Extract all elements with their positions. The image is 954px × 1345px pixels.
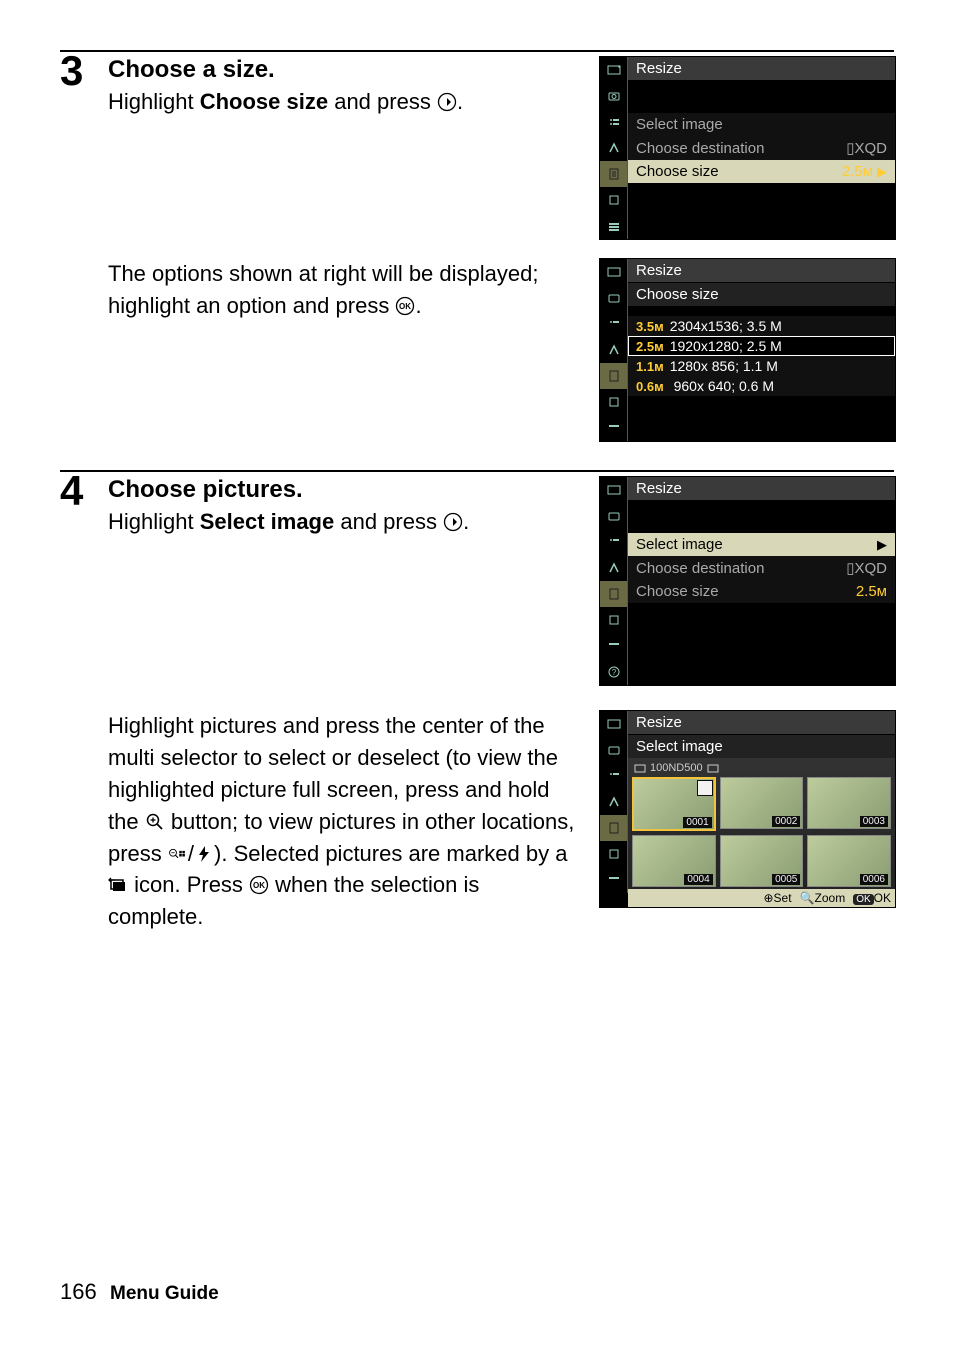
menu-title: Resize [628, 259, 895, 283]
size-option: 1.1ᴍ1280x 856; 1.1 M [628, 356, 895, 376]
tab-icon [600, 363, 628, 389]
menu-title: Resize [628, 711, 895, 735]
thumbnail: 0005 [720, 835, 804, 887]
tab-icon [600, 109, 628, 135]
step-description: Highlight Select image and press . [108, 506, 579, 538]
menu-title: Resize [628, 477, 895, 501]
resize-mark-icon: ▫ [697, 780, 713, 796]
camera-menu-choose-size: Resize Choose size 3.5ᴍ2304x1536; 3.5 M … [599, 258, 896, 442]
tab-icon [600, 213, 628, 239]
right-selector-icon [443, 512, 463, 532]
menu-title: Resize [628, 57, 895, 81]
menu-row-selected: Choose size2.5ᴍ▶ [628, 160, 895, 183]
step-description: Highlight pictures and press the center … [108, 710, 579, 933]
tab-icon [600, 285, 628, 311]
tab-icon [600, 477, 628, 503]
menu-subtitle: Select image [628, 735, 895, 758]
folder-label: 100ND500 [632, 762, 891, 777]
tab-icon [600, 633, 628, 659]
tab-icon [600, 763, 628, 789]
thumbnail: 0002 [720, 777, 804, 829]
ok-button-icon: OK [249, 875, 269, 895]
tab-icon [600, 867, 628, 893]
tab-icon [600, 503, 628, 529]
menu-row: Select image [628, 113, 895, 136]
step-description: Highlight Choose size and press . [108, 86, 579, 118]
menu-row: Choose size2.5ᴍ [628, 580, 895, 603]
section-title: Menu Guide [110, 1283, 219, 1304]
zoom-in-icon [145, 812, 165, 832]
thumbnail: 0006 [807, 835, 891, 887]
tab-icon [600, 187, 628, 213]
camera-thumbnail-picker: Resize Select image 100ND500 ▫0001 0002 … [599, 710, 896, 908]
thumbnail: 0004 [632, 835, 716, 887]
ok-button-icon: OK [395, 296, 415, 316]
size-option: 3.5ᴍ2304x1536; 3.5 M [628, 316, 895, 336]
tab-icon [600, 789, 628, 815]
tab-icon [600, 711, 628, 737]
tab-icon [600, 737, 628, 763]
tab-icon [600, 581, 628, 607]
thumbnail: 0003 [807, 777, 891, 829]
menu-row: Choose destination▯XQD [628, 556, 895, 580]
tab-icon [600, 841, 628, 867]
zoom-out-thumbnail-icon [168, 844, 188, 864]
tab-icon [600, 337, 628, 363]
resize-mark-icon [108, 875, 128, 895]
tab-icon [600, 607, 628, 633]
tab-icon [600, 259, 628, 285]
menu-subtitle: Choose size [628, 283, 895, 306]
tab-icon [600, 161, 628, 187]
tab-icon: ? [600, 659, 628, 685]
camera-menu-resize: Resize Select image Choose destination▯X… [599, 56, 896, 240]
step-number: 4 [60, 470, 90, 538]
size-option: 0.6ᴍ 960x 640; 0.6 M [628, 376, 895, 396]
svg-text:OK: OK [399, 302, 411, 311]
camera-menu-select-image: ? Resize Select image▶ Choose destinatio… [599, 476, 896, 686]
step-title: Choose a size. [108, 56, 579, 84]
tab-icon [600, 815, 628, 841]
tab-icon [600, 83, 628, 109]
tab-icon [600, 529, 628, 555]
thumbnail-selected: ▫0001 [632, 777, 716, 831]
tab-icon [600, 389, 628, 415]
menu-row-selected: Select image▶ [628, 533, 895, 556]
right-selector-icon [437, 92, 457, 112]
tab-icon [600, 135, 628, 161]
page-number: 166 [60, 1279, 97, 1304]
step-title: Choose pictures. [108, 476, 579, 504]
flash-icon [194, 844, 214, 864]
step-number: 3 [60, 50, 90, 118]
svg-text:OK: OK [253, 881, 265, 890]
menu-row: Choose destination▯XQD [628, 136, 895, 160]
svg-text:?: ? [611, 668, 616, 677]
tab-icon [600, 311, 628, 337]
step-description: The options shown at right will be displ… [108, 258, 579, 322]
tab-icon [600, 415, 628, 441]
tab-icon [600, 57, 628, 83]
page-footer: 166 Menu Guide [60, 1279, 219, 1305]
size-option-selected: 2.5ᴍ1920x1280; 2.5 M [628, 336, 895, 356]
tab-icon [600, 555, 628, 581]
thumbnail-footer: ⊕Set 🔍Zoom OKOK [628, 889, 895, 907]
